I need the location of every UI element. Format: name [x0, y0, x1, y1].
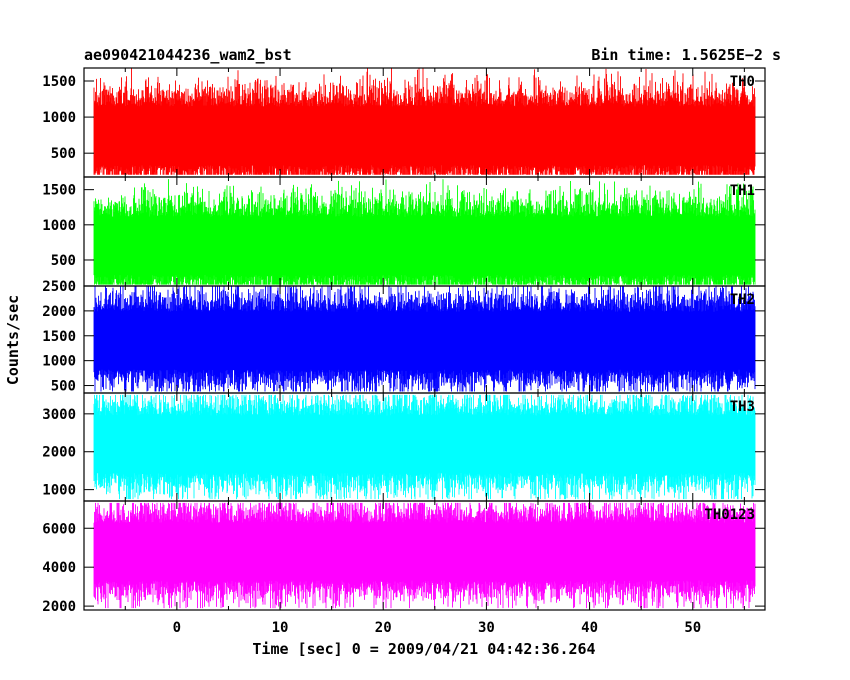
y-tick-label: 4000	[42, 560, 76, 576]
panel-label-th0123: TH0123	[704, 507, 755, 523]
panel-th0: 500 1000 1500 TH0	[42, 67, 766, 178]
panel-th2: 500 1000 1500 2000 2500 TH2	[42, 279, 766, 395]
y-tick-label: 1500	[42, 74, 76, 90]
panel-th0123: 2000 4000 6000 TH0123	[42, 500, 766, 615]
panel-label-th1: TH1	[730, 183, 755, 199]
x-axis-label: Time [sec] 0 = 2009/04/21 04:42:36.264	[252, 640, 595, 658]
series-core-th0123	[94, 525, 755, 578]
bin-time-label: Bin time: 1.5625E−2 s	[591, 46, 781, 64]
series-core-th2	[94, 314, 755, 368]
series-core-th1	[94, 219, 755, 273]
y-tick-label: 3000	[42, 407, 76, 423]
y-tick-label: 1500	[42, 329, 76, 345]
series-core-th3	[94, 418, 755, 471]
y-tick-label: 6000	[42, 521, 76, 537]
panel-frame	[83, 500, 766, 611]
y-tick-label: 2000	[42, 599, 76, 615]
y-tick-label: 1000	[42, 110, 76, 126]
panel-label-th2: TH2	[730, 292, 755, 308]
x-tick-label: 0	[173, 620, 181, 636]
y-tick-label: 2000	[42, 304, 76, 320]
y-tick-label: 1000	[42, 354, 76, 370]
y-tick-label: 500	[51, 146, 76, 162]
x-tick-label: 40	[581, 620, 598, 636]
y-axis-label: Counts/sec	[4, 295, 22, 385]
panel-th3: 1000 2000 3000 TH3	[42, 392, 766, 502]
panel-th1: 500 1000 1500 TH1	[42, 176, 766, 287]
y-tick-label: 1500	[42, 183, 76, 199]
x-tick-label: 30	[478, 620, 495, 636]
series-core-th0	[94, 109, 755, 163]
x-tick-label: 50	[684, 620, 701, 636]
panel-label-th0: TH0	[730, 74, 755, 90]
y-tick-label: 500	[51, 253, 76, 269]
y-tick-label: 500	[51, 379, 76, 395]
x-tick-label: 10	[272, 620, 289, 636]
y-tick-label: 2000	[42, 445, 76, 461]
y-tick-label: 1000	[42, 483, 76, 499]
x-tick-label: 20	[375, 620, 392, 636]
panel-label-th3: TH3	[730, 399, 755, 415]
y-tick-label: 2500	[42, 279, 76, 295]
y-tick-label: 1000	[42, 218, 76, 234]
chart-title: ae090421044236_wam2_bst	[84, 46, 292, 64]
